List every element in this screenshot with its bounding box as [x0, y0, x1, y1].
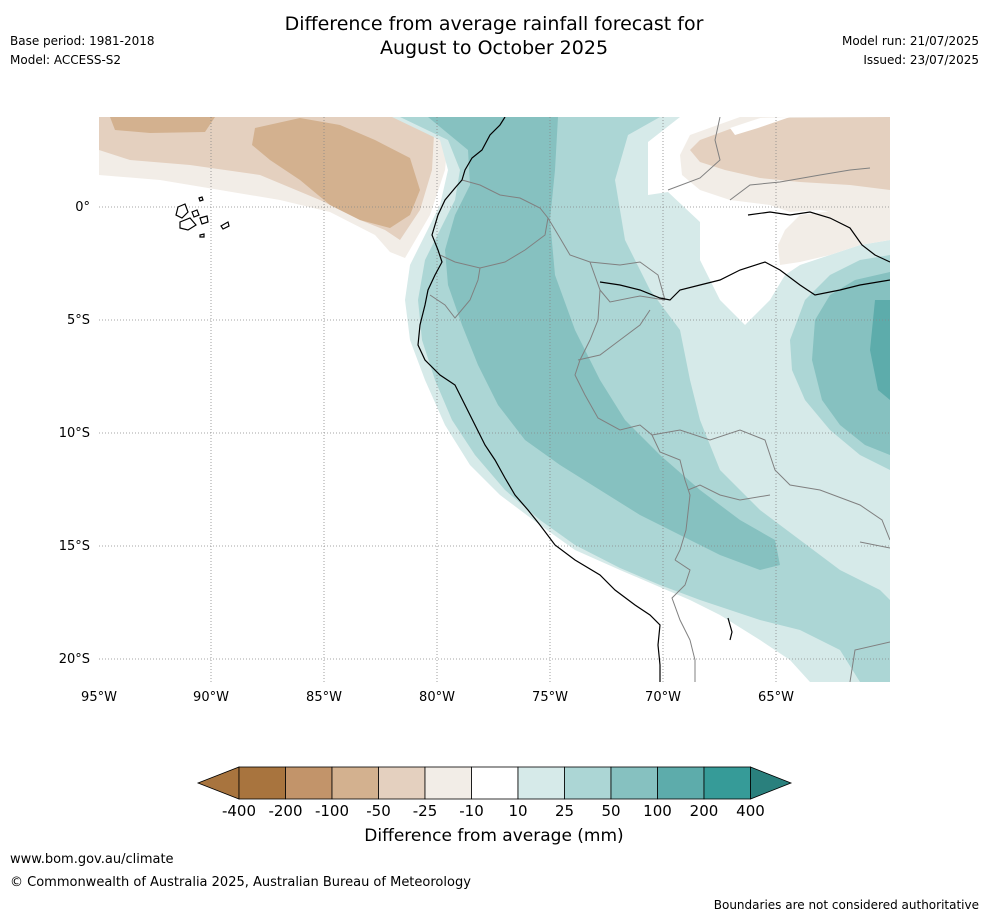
- title-line-2: August to October 2025: [379, 37, 609, 59]
- region-white-north: [730, 117, 790, 135]
- model-name: Model: ACCESS-S2: [10, 53, 122, 67]
- colorbar-tick: 100: [643, 802, 672, 820]
- region-teal-100-east: [870, 300, 890, 400]
- galapagos-islands: [175, 196, 230, 238]
- colorbar-seg-1: [238, 766, 286, 800]
- lon-label-70w: 70°W: [645, 690, 681, 705]
- meta-right: Model run: 21/07/2025 Issued: 23/07/2025: [842, 32, 979, 70]
- lon-label-85w: 85°W: [306, 690, 342, 705]
- map-area: [99, 117, 890, 682]
- colorbar-seg-8: [564, 766, 612, 800]
- lon-label-90w: 90°W: [193, 690, 229, 705]
- map-title: Difference from average rainfall forecas…: [0, 12, 988, 60]
- region-teal-50-main: [428, 117, 780, 570]
- colorbar: [196, 766, 793, 800]
- title-line-1: Difference from average rainfall forecas…: [284, 13, 704, 35]
- footer-url: www.bom.gov.au/climate: [10, 852, 174, 867]
- lon-label-75w: 75°W: [532, 690, 568, 705]
- meta-left: Base period: 1981-2018 Model: ACCESS-S2: [10, 32, 155, 70]
- colorbar-tick: -400: [222, 802, 256, 820]
- colorbar-seg-6: [471, 766, 519, 800]
- latitude-labels: 0° 5°S 10°S 15°S 20°S: [59, 200, 90, 667]
- colorbar-seg-5: [424, 766, 472, 800]
- region-brown-100-pacific: [110, 117, 420, 228]
- lat-label-20s: 20°S: [59, 652, 90, 667]
- colorbar-tick: 25: [555, 802, 574, 820]
- colorbar-seg-2: [285, 766, 333, 800]
- region-brown-25-amazon: [778, 208, 890, 265]
- base-period: Base period: 1981-2018: [10, 34, 155, 48]
- colorbar-seg-9: [610, 766, 658, 800]
- coastlines: [417, 117, 890, 682]
- lat-label-5s: 5°S: [67, 313, 90, 328]
- graticule: [99, 117, 890, 682]
- lat-label-10s: 10°S: [59, 426, 90, 441]
- country-borders: [429, 117, 890, 682]
- longitude-labels: 95°W 90°W 85°W 80°W 75°W 70°W 65°W: [81, 690, 794, 705]
- footer-note: Boundaries are not considered authoritat…: [713, 898, 979, 912]
- colorbar-tick: -100: [315, 802, 349, 820]
- colorbar-seg-4: [378, 766, 426, 800]
- colorbar-tick: -10: [459, 802, 484, 820]
- colorbar-tick: -50: [366, 802, 391, 820]
- colorbar-tick: 10: [508, 802, 527, 820]
- colorbar-tick: 200: [690, 802, 719, 820]
- colorbar-extend-high: [750, 766, 793, 800]
- issued-date: Issued: 23/07/2025: [863, 53, 979, 67]
- colorbar-seg-7: [517, 766, 565, 800]
- colorbar-label: Difference from average (mm): [364, 826, 624, 846]
- colorbar-seg-3: [331, 766, 379, 800]
- colorbar-tick: -200: [268, 802, 302, 820]
- lon-label-65w: 65°W: [758, 690, 794, 705]
- colorbar-seg-11: [703, 766, 751, 800]
- lat-label-15s: 15°S: [59, 539, 90, 554]
- colorbar-tick: -25: [413, 802, 438, 820]
- lon-label-95w: 95°W: [81, 690, 117, 705]
- lat-label-0: 0°: [75, 200, 90, 215]
- lon-label-80w: 80°W: [419, 690, 455, 705]
- model-run: Model run: 21/07/2025: [841, 34, 979, 48]
- colorbar-tick: 50: [601, 802, 620, 820]
- footer-copyright: © Commonwealth of Australia 2025, Austra…: [10, 875, 471, 890]
- colorbar-ticks: -400 -200 -100 -50 -25 -10 10 25 50 100 …: [222, 802, 765, 820]
- colorbar-tick: 400: [736, 802, 765, 820]
- colorbar-seg-10: [657, 766, 705, 800]
- region-teal-50-east: [812, 272, 890, 455]
- colorbar-extend-low: [196, 766, 240, 800]
